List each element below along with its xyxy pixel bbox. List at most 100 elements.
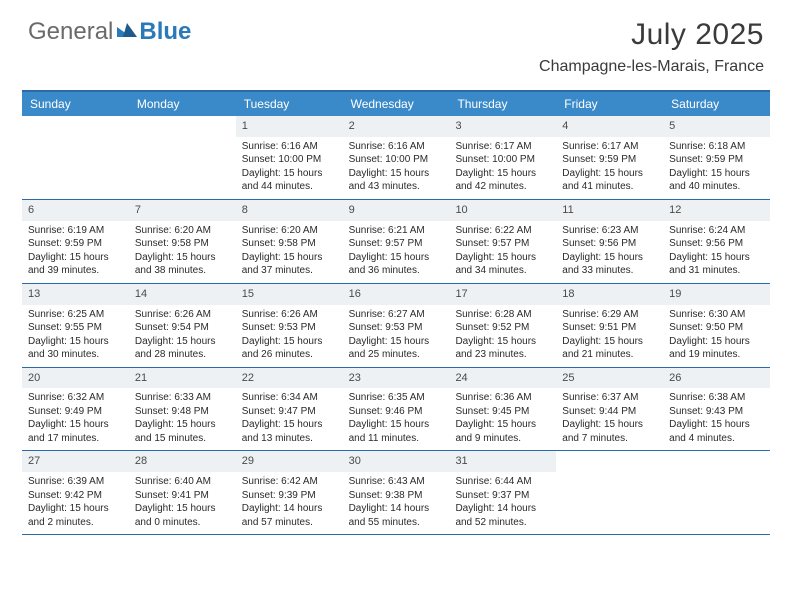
daylight-text: Daylight: 14 hours and 57 minutes. bbox=[242, 502, 337, 529]
sunrise-text: Sunrise: 6:28 AM bbox=[455, 308, 550, 322]
sunrise-text: Sunrise: 6:44 AM bbox=[455, 475, 550, 489]
weeks-container: ..1Sunrise: 6:16 AMSunset: 10:00 PMDayli… bbox=[22, 116, 770, 535]
sunset-text: Sunset: 9:56 PM bbox=[562, 237, 657, 251]
day-body: Sunrise: 6:35 AMSunset: 9:46 PMDaylight:… bbox=[343, 388, 450, 450]
day-cell: 2Sunrise: 6:16 AMSunset: 10:00 PMDayligh… bbox=[343, 116, 450, 199]
sunrise-text: Sunrise: 6:34 AM bbox=[242, 391, 337, 405]
day-cell: 16Sunrise: 6:27 AMSunset: 9:53 PMDayligh… bbox=[343, 284, 450, 367]
sunset-text: Sunset: 9:42 PM bbox=[28, 489, 123, 503]
sunset-text: Sunset: 9:58 PM bbox=[242, 237, 337, 251]
weekday-header: Tuesday bbox=[236, 92, 343, 116]
weekday-header: Monday bbox=[129, 92, 236, 116]
daylight-text: Daylight: 15 hours and 36 minutes. bbox=[349, 251, 444, 278]
day-number: 11 bbox=[556, 200, 663, 221]
sunset-text: Sunset: 10:00 PM bbox=[242, 153, 337, 167]
sunset-text: Sunset: 9:57 PM bbox=[455, 237, 550, 251]
sunrise-text: Sunrise: 6:32 AM bbox=[28, 391, 123, 405]
day-cell: 3Sunrise: 6:17 AMSunset: 10:00 PMDayligh… bbox=[449, 116, 556, 199]
day-number: 20 bbox=[22, 368, 129, 389]
sunrise-text: Sunrise: 6:30 AM bbox=[669, 308, 764, 322]
sunset-text: Sunset: 9:52 PM bbox=[455, 321, 550, 335]
day-cell: 27Sunrise: 6:39 AMSunset: 9:42 PMDayligh… bbox=[22, 451, 129, 534]
day-cell: 22Sunrise: 6:34 AMSunset: 9:47 PMDayligh… bbox=[236, 368, 343, 451]
day-number: 31 bbox=[449, 451, 556, 472]
day-body: Sunrise: 6:17 AMSunset: 9:59 PMDaylight:… bbox=[556, 137, 663, 199]
sunrise-text: Sunrise: 6:38 AM bbox=[669, 391, 764, 405]
day-number: 16 bbox=[343, 284, 450, 305]
daylight-text: Daylight: 15 hours and 9 minutes. bbox=[455, 418, 550, 445]
day-number: 3 bbox=[449, 116, 556, 137]
day-number: 24 bbox=[449, 368, 556, 389]
daylight-text: Daylight: 15 hours and 33 minutes. bbox=[562, 251, 657, 278]
day-body: Sunrise: 6:23 AMSunset: 9:56 PMDaylight:… bbox=[556, 221, 663, 283]
month-title: July 2025 bbox=[539, 18, 764, 52]
day-cell: 30Sunrise: 6:43 AMSunset: 9:38 PMDayligh… bbox=[343, 451, 450, 534]
day-number: 30 bbox=[343, 451, 450, 472]
day-body: Sunrise: 6:26 AMSunset: 9:54 PMDaylight:… bbox=[129, 305, 236, 367]
daylight-text: Daylight: 15 hours and 31 minutes. bbox=[669, 251, 764, 278]
sunset-text: Sunset: 9:59 PM bbox=[669, 153, 764, 167]
sunrise-text: Sunrise: 6:23 AM bbox=[562, 224, 657, 238]
daylight-text: Daylight: 14 hours and 52 minutes. bbox=[455, 502, 550, 529]
sunrise-text: Sunrise: 6:25 AM bbox=[28, 308, 123, 322]
day-body: Sunrise: 6:17 AMSunset: 10:00 PMDaylight… bbox=[449, 137, 556, 199]
daylight-text: Daylight: 15 hours and 0 minutes. bbox=[135, 502, 230, 529]
daylight-text: Daylight: 15 hours and 41 minutes. bbox=[562, 167, 657, 194]
sunrise-text: Sunrise: 6:17 AM bbox=[562, 140, 657, 154]
daylight-text: Daylight: 15 hours and 37 minutes. bbox=[242, 251, 337, 278]
day-number: 21 bbox=[129, 368, 236, 389]
sunrise-text: Sunrise: 6:19 AM bbox=[28, 224, 123, 238]
daylight-text: Daylight: 15 hours and 11 minutes. bbox=[349, 418, 444, 445]
sunset-text: Sunset: 9:57 PM bbox=[349, 237, 444, 251]
day-number: 9 bbox=[343, 200, 450, 221]
day-body: Sunrise: 6:38 AMSunset: 9:43 PMDaylight:… bbox=[663, 388, 770, 450]
logo-text-blue: Blue bbox=[139, 18, 191, 46]
sunset-text: Sunset: 9:56 PM bbox=[669, 237, 764, 251]
day-number: 29 bbox=[236, 451, 343, 472]
daylight-text: Daylight: 15 hours and 23 minutes. bbox=[455, 335, 550, 362]
day-number: 6 bbox=[22, 200, 129, 221]
sunset-text: Sunset: 9:53 PM bbox=[349, 321, 444, 335]
daylight-text: Daylight: 15 hours and 13 minutes. bbox=[242, 418, 337, 445]
day-number: 27 bbox=[22, 451, 129, 472]
day-cell: 18Sunrise: 6:29 AMSunset: 9:51 PMDayligh… bbox=[556, 284, 663, 367]
sunrise-text: Sunrise: 6:26 AM bbox=[135, 308, 230, 322]
week-row: 6Sunrise: 6:19 AMSunset: 9:59 PMDaylight… bbox=[22, 200, 770, 284]
day-cell: 15Sunrise: 6:26 AMSunset: 9:53 PMDayligh… bbox=[236, 284, 343, 367]
sunrise-text: Sunrise: 6:21 AM bbox=[349, 224, 444, 238]
day-body: Sunrise: 6:44 AMSunset: 9:37 PMDaylight:… bbox=[449, 472, 556, 534]
week-row: 13Sunrise: 6:25 AMSunset: 9:55 PMDayligh… bbox=[22, 284, 770, 368]
day-body: Sunrise: 6:20 AMSunset: 9:58 PMDaylight:… bbox=[236, 221, 343, 283]
day-body: Sunrise: 6:43 AMSunset: 9:38 PMDaylight:… bbox=[343, 472, 450, 534]
day-number: 12 bbox=[663, 200, 770, 221]
day-cell: 26Sunrise: 6:38 AMSunset: 9:43 PMDayligh… bbox=[663, 368, 770, 451]
day-cell: 5Sunrise: 6:18 AMSunset: 9:59 PMDaylight… bbox=[663, 116, 770, 199]
day-cell: 19Sunrise: 6:30 AMSunset: 9:50 PMDayligh… bbox=[663, 284, 770, 367]
sunset-text: Sunset: 9:45 PM bbox=[455, 405, 550, 419]
sunset-text: Sunset: 9:58 PM bbox=[135, 237, 230, 251]
sunset-text: Sunset: 10:00 PM bbox=[349, 153, 444, 167]
day-cell: 11Sunrise: 6:23 AMSunset: 9:56 PMDayligh… bbox=[556, 200, 663, 283]
sunrise-text: Sunrise: 6:16 AM bbox=[242, 140, 337, 154]
day-cell: 28Sunrise: 6:40 AMSunset: 9:41 PMDayligh… bbox=[129, 451, 236, 534]
day-number: 10 bbox=[449, 200, 556, 221]
sunrise-text: Sunrise: 6:20 AM bbox=[242, 224, 337, 238]
weekday-header: Saturday bbox=[663, 92, 770, 116]
week-row: 27Sunrise: 6:39 AMSunset: 9:42 PMDayligh… bbox=[22, 451, 770, 535]
location-label: Champagne-les-Marais, France bbox=[539, 58, 764, 76]
day-body: Sunrise: 6:26 AMSunset: 9:53 PMDaylight:… bbox=[236, 305, 343, 367]
sunset-text: Sunset: 9:47 PM bbox=[242, 405, 337, 419]
day-body: Sunrise: 6:22 AMSunset: 9:57 PMDaylight:… bbox=[449, 221, 556, 283]
day-number: 2 bbox=[343, 116, 450, 137]
day-body: Sunrise: 6:28 AMSunset: 9:52 PMDaylight:… bbox=[449, 305, 556, 367]
day-cell: 12Sunrise: 6:24 AMSunset: 9:56 PMDayligh… bbox=[663, 200, 770, 283]
sunrise-text: Sunrise: 6:18 AM bbox=[669, 140, 764, 154]
sunrise-text: Sunrise: 6:17 AM bbox=[455, 140, 550, 154]
day-number: 13 bbox=[22, 284, 129, 305]
day-body: Sunrise: 6:19 AMSunset: 9:59 PMDaylight:… bbox=[22, 221, 129, 283]
day-body: Sunrise: 6:40 AMSunset: 9:41 PMDaylight:… bbox=[129, 472, 236, 534]
day-number: 18 bbox=[556, 284, 663, 305]
day-body: Sunrise: 6:21 AMSunset: 9:57 PMDaylight:… bbox=[343, 221, 450, 283]
sunset-text: Sunset: 9:50 PM bbox=[669, 321, 764, 335]
daylight-text: Daylight: 15 hours and 34 minutes. bbox=[455, 251, 550, 278]
